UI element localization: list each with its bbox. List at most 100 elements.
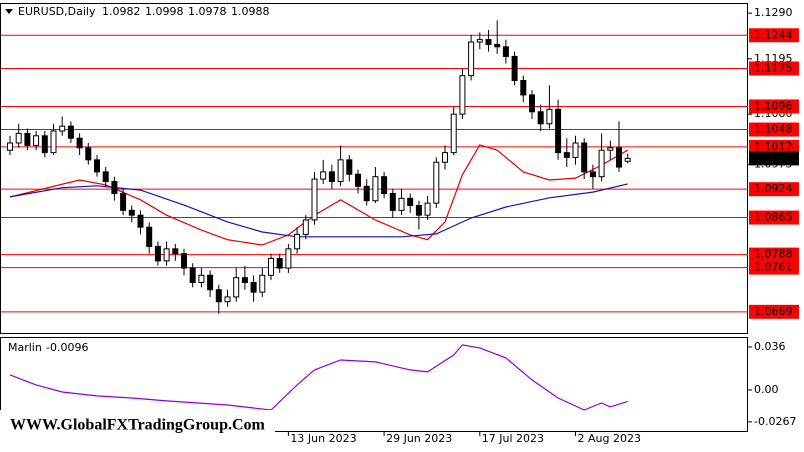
- menu-icon: [5, 9, 13, 14]
- candle-body: [529, 94, 535, 113]
- candle-body: [241, 277, 248, 283]
- candle-body: [276, 257, 283, 269]
- candle-body: [268, 257, 274, 276]
- level-label: 1.0865: [754, 211, 793, 224]
- level-label: 1.1244: [754, 28, 793, 41]
- level-label: 1.1012: [754, 140, 793, 153]
- level-label-box: [749, 260, 799, 275]
- candle-body: [320, 171, 327, 180]
- candle-body: [407, 197, 414, 207]
- candle-body: [598, 149, 605, 178]
- candle-body: [207, 274, 214, 291]
- candle-body: [355, 173, 361, 187]
- x-tick-label: 13 Jun 2023: [290, 432, 356, 445]
- level-label-box: [749, 61, 799, 76]
- candle-body: [485, 39, 492, 45]
- level-label: 1.1048: [754, 123, 793, 136]
- candle-body: [94, 159, 100, 173]
- y-tick-label: -0.0267: [754, 415, 796, 428]
- candle-body: [15, 132, 22, 144]
- level-label-box: [749, 139, 799, 154]
- candle-body: [33, 135, 40, 146]
- candle-body: [224, 296, 231, 303]
- candle-body: [389, 193, 396, 211]
- candle-body: [250, 281, 257, 293]
- candle-body: [302, 219, 309, 235]
- candle-body: [259, 274, 266, 293]
- moving-average: [9, 144, 628, 246]
- candle-body: [450, 113, 457, 154]
- candle-body: [511, 55, 518, 81]
- candle-body: [616, 147, 622, 168]
- candle-body: [494, 43, 501, 48]
- candle-body: [76, 137, 83, 149]
- candle-body: [589, 171, 596, 178]
- candle-body: [468, 41, 475, 77]
- watermark-box: [0, 410, 275, 440]
- level-label-box: [749, 182, 799, 197]
- moving-average: [9, 183, 628, 238]
- candle-body: [311, 178, 318, 221]
- level-label: 1.1096: [754, 99, 793, 112]
- level-label-box: [749, 210, 799, 225]
- candle-body: [372, 176, 379, 202]
- candle-body: [146, 226, 153, 247]
- ohlc-value: 1.0988: [231, 5, 270, 18]
- candle-body: [502, 46, 509, 57]
- candle-body: [85, 147, 92, 161]
- candle-body: [163, 248, 170, 262]
- oscillator-value: -0.0096: [46, 341, 88, 354]
- candle-body: [433, 161, 440, 204]
- candle-body: [215, 289, 222, 303]
- level-label-box: [749, 122, 799, 137]
- candle-body: [24, 132, 31, 146]
- candle-body: [537, 111, 544, 125]
- candle-body: [520, 79, 527, 96]
- candle-body: [424, 202, 431, 216]
- candle-body: [181, 253, 187, 269]
- ohlc-value: 1.0998: [145, 5, 184, 18]
- candle-body: [572, 142, 579, 158]
- level-label-box: [749, 304, 799, 319]
- level-label: 1.0669: [754, 305, 793, 318]
- oscillator-line: [9, 344, 628, 411]
- candle-body: [7, 142, 13, 151]
- candle-body: [120, 193, 127, 211]
- level-label: 1.1175: [754, 61, 793, 74]
- candle-body: [346, 159, 353, 175]
- candle-body: [398, 197, 405, 211]
- candle-body: [172, 248, 179, 255]
- x-tick-label: 17 Jul 2023: [482, 432, 544, 445]
- level-label: 1.0761: [754, 261, 793, 274]
- candle-body: [555, 108, 562, 154]
- candle-body: [442, 152, 448, 163]
- candle-body: [198, 274, 205, 283]
- candle-body: [563, 152, 570, 158]
- level-label-box: [749, 247, 799, 262]
- candle-body: [328, 171, 335, 182]
- candle-body: [476, 39, 483, 43]
- y-tick-label: 1.1290: [754, 6, 793, 19]
- candle-body: [607, 147, 614, 151]
- candle-body: [415, 205, 422, 216]
- x-tick-label: 2 Aug 2023: [578, 432, 641, 445]
- main-panel-frame: [0, 3, 748, 334]
- candle-body: [285, 248, 292, 269]
- candle-body: [111, 180, 118, 195]
- candle-body: [154, 245, 161, 262]
- candle-body: [50, 130, 57, 154]
- candle-body: [363, 185, 370, 202]
- level-label-box: [749, 99, 799, 114]
- oscillator-title: Marlin: [8, 341, 42, 354]
- candle-body: [581, 142, 588, 173]
- current-price-box: [749, 151, 799, 166]
- x-tick-label: 29 Jun 2023: [386, 432, 452, 445]
- candle-body: [41, 135, 48, 154]
- candle-body: [137, 214, 144, 228]
- ohlc-value: 1.0978: [188, 5, 227, 18]
- watermark: WWW.GlobalFXTradingGroup.Com: [10, 417, 266, 434]
- candle-body: [459, 75, 466, 115]
